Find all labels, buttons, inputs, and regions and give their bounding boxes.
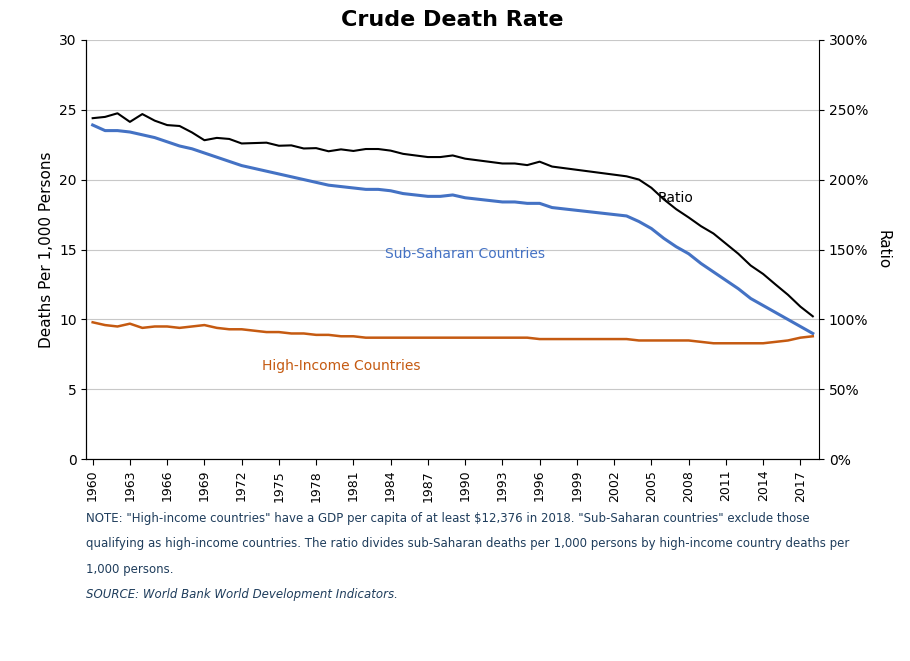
Text: Ratio: Ratio <box>658 191 693 205</box>
Text: 1,000 persons.: 1,000 persons. <box>86 563 174 576</box>
Y-axis label: Ratio: Ratio <box>875 230 891 269</box>
Text: Federal Reserve Bank: Federal Reserve Bank <box>16 648 201 661</box>
Text: St. Louis: St. Louis <box>214 648 291 661</box>
Text: of: of <box>201 650 214 661</box>
Text: High-Income Countries: High-Income Countries <box>262 359 420 373</box>
Y-axis label: Deaths Per 1,000 Persons: Deaths Per 1,000 Persons <box>38 151 54 348</box>
Text: Sub-Saharan Countries: Sub-Saharan Countries <box>385 247 545 260</box>
Title: Crude Death Rate: Crude Death Rate <box>341 10 564 30</box>
Text: NOTE: "High-income countries" have a GDP per capita of at least $12,376 in 2018.: NOTE: "High-income countries" have a GDP… <box>86 512 810 525</box>
Text: SOURCE: World Bank World Development Indicators.: SOURCE: World Bank World Development Ind… <box>86 588 399 601</box>
Text: qualifying as high-income countries. The ratio divides sub-Saharan deaths per 1,: qualifying as high-income countries. The… <box>86 537 850 551</box>
